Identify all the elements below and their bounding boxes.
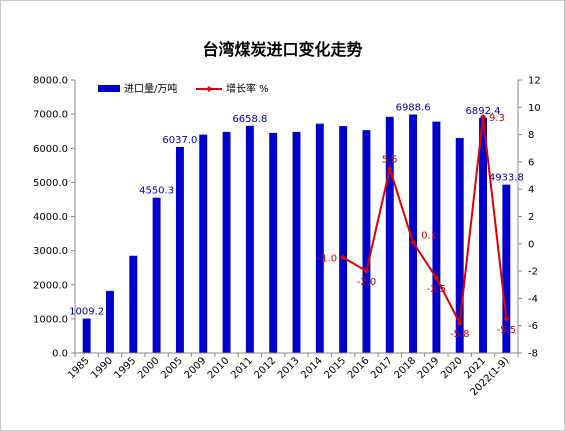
right-tick-label: 4 [528, 185, 534, 196]
right-tick-label: 10 [528, 103, 541, 114]
growth-point [456, 319, 463, 326]
bar [339, 126, 348, 353]
right-tick-label: 2 [528, 212, 534, 223]
right-tick-label: 8 [528, 130, 534, 141]
left-axis: 0.0 1000.0 2000.0 3000.0 4000.0 5000.0 6000.0 7… [33, 76, 76, 360]
left-tick-label: 8000.0 [33, 76, 68, 87]
bar [269, 132, 278, 353]
growth-point [480, 113, 487, 120]
right-tick-label: 12 [528, 76, 541, 87]
growth-point [363, 268, 370, 275]
left-tick-label: 3000.0 [33, 246, 68, 257]
x-tick-label: 2013 [276, 355, 302, 381]
bar [502, 184, 511, 353]
x-tick-label: 1990 [89, 355, 115, 381]
growth-data-label: -2.5 [427, 284, 447, 295]
bar-data-label: 6892.4 [466, 106, 501, 117]
x-tick-label: 2005 [159, 355, 185, 381]
bar [455, 138, 464, 353]
bar [106, 290, 114, 353]
bar-data-label: 4933.8 [489, 173, 524, 184]
growth-point [386, 165, 393, 172]
x-tick-label: 2018 [392, 355, 418, 381]
left-tick-label: 1000.0 [33, 314, 68, 325]
right-tick-label: -2 [528, 267, 538, 278]
x-tick-label: 2000 [136, 355, 162, 381]
left-tick-label: 2000.0 [33, 280, 68, 291]
bar-data-label: 6658.8 [232, 114, 267, 125]
growth-line-series [340, 113, 510, 327]
bar-labels: 1009.2 4550.3 6037.0 6658.8 6988.6 6892.4 4933… [69, 103, 524, 318]
x-tick-label: 2009 [183, 355, 209, 381]
right-axis: -8 -6 -4 -2 0 2 4 6 8 10 12 [517, 76, 541, 360]
bar [245, 125, 254, 353]
bar [409, 114, 418, 353]
left-tick-label: 7000.0 [33, 110, 68, 121]
growth-data-label: 9.3 [489, 113, 505, 124]
growth-data-label: 0.1 [421, 230, 437, 241]
bar [82, 318, 91, 353]
growth-point [340, 254, 347, 261]
left-tick-label: 4000.0 [33, 212, 68, 223]
x-tick-label: 2016 [346, 355, 372, 381]
growth-data-label: -5.8 [450, 329, 470, 340]
x-tick-label: 2015 [322, 355, 348, 381]
x-axis: 1985199019952000200520092010201120122013… [66, 352, 519, 398]
right-tick-label: -4 [528, 294, 538, 305]
x-tick-label: 1985 [66, 355, 92, 381]
left-tick-label: 5000.0 [33, 178, 68, 189]
bar [129, 255, 138, 353]
left-tick-label: 6000.0 [33, 144, 68, 155]
x-tick-label: 2020 [439, 355, 465, 381]
bar [175, 146, 184, 353]
growth-point [410, 239, 417, 246]
bar [199, 134, 208, 353]
bar [479, 117, 487, 354]
growth-data-label: -1.0 [318, 253, 338, 264]
growth-point [503, 315, 510, 322]
bar-data-label: 4550.3 [139, 186, 174, 197]
growth-data-label: -2.0 [357, 277, 377, 288]
x-tick-label: 1995 [113, 355, 139, 381]
x-tick-label: 2011 [229, 355, 255, 381]
growth-data-label: -5.5 [497, 325, 517, 336]
bar-data-label: 6988.6 [396, 103, 431, 114]
bar [315, 123, 324, 354]
left-tick-label: 0.0 [52, 349, 68, 360]
growth-point [433, 274, 440, 281]
legend-bar-label: 进口量/万吨 [124, 82, 177, 95]
bar [292, 131, 301, 353]
bar [362, 130, 371, 353]
right-tick-label: -6 [528, 321, 538, 332]
chart-title: 台湾煤炭进口变化走势 [202, 40, 363, 59]
growth-labels: -1.0 -2.0 5.5 0.1 -2.5 -5.8 9.3 -5.5 [318, 113, 516, 340]
x-tick-label: 2014 [299, 355, 325, 381]
bar-data-label: 1009.2 [69, 307, 104, 318]
x-tick-label: 2012 [253, 355, 279, 381]
x-tick-label: 2010 [206, 355, 232, 381]
legend-line-label: 增长率 % [226, 82, 269, 95]
right-tick-label: 0 [528, 239, 534, 250]
x-tick-label: 2017 [369, 355, 395, 381]
legend-bar-swatch [98, 85, 120, 92]
right-tick-label: -8 [528, 349, 538, 360]
bar [385, 116, 394, 353]
x-tick-label: 2019 [416, 355, 442, 381]
right-tick-label: 6 [528, 157, 534, 168]
bar [222, 131, 231, 353]
growth-line [342, 116, 508, 327]
legend-line-marker [206, 86, 212, 92]
bar-series [82, 114, 511, 354]
bar [152, 197, 161, 353]
bar-data-label: 6037.0 [162, 135, 197, 146]
bar [432, 121, 441, 353]
legend: 进口量/万吨 增长率 % [98, 82, 269, 95]
growth-data-label: 5.5 [382, 155, 398, 166]
